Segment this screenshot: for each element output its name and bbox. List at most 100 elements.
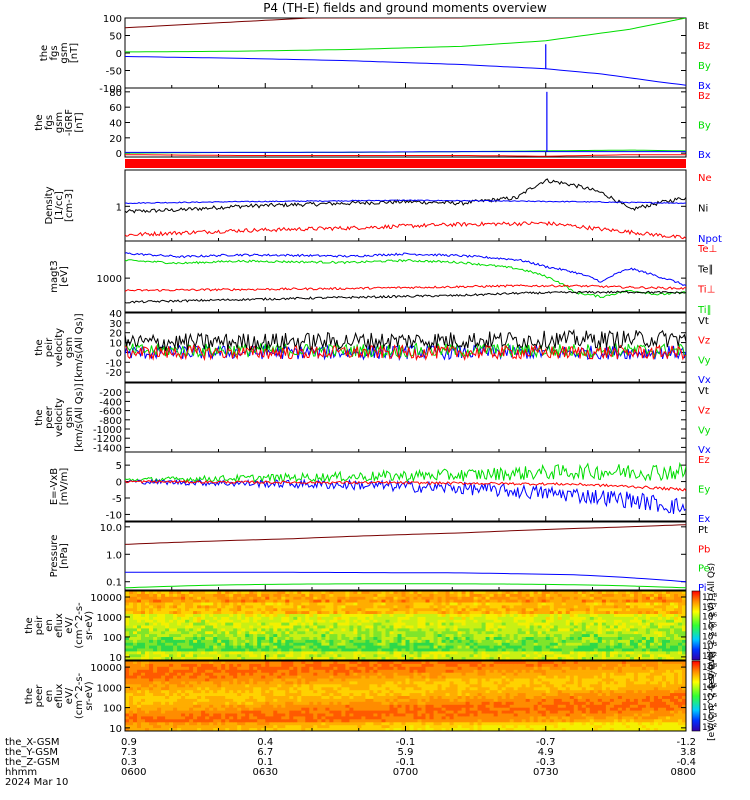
series-Ti⊥ bbox=[125, 252, 686, 286]
y-axis-label: velocity bbox=[54, 398, 65, 437]
y-axis-label: en bbox=[44, 690, 55, 703]
x-axis-value: 6.7 bbox=[257, 747, 273, 758]
legend-entry: Bx bbox=[698, 81, 711, 92]
y-tick-label: 40 bbox=[109, 309, 122, 320]
y-tick-label: 1000 bbox=[97, 274, 122, 285]
y-axis-label: the bbox=[39, 45, 50, 61]
y-tick-label: -200 bbox=[99, 388, 122, 399]
series-Bx bbox=[125, 56, 686, 86]
x-axis-value: -0.1 bbox=[396, 757, 416, 768]
y-tick-label: 10 bbox=[109, 724, 122, 735]
y-tick-label: -1400 bbox=[93, 443, 122, 454]
y-axis-label: eV/ bbox=[64, 687, 75, 704]
y-axis-label: gsm bbox=[64, 337, 75, 358]
y-tick-label: 0 bbox=[116, 49, 122, 60]
x-axis-value: 3.8 bbox=[680, 747, 696, 758]
colorbar-tick-label: 10² bbox=[702, 652, 717, 662]
series-Te∥ bbox=[125, 290, 686, 304]
legend-entry: Ey bbox=[698, 485, 710, 496]
y-tick-label: -5 bbox=[112, 494, 122, 505]
y-axis-label: [nT] bbox=[74, 112, 85, 132]
x-axis-value: 0800 bbox=[671, 767, 696, 778]
y-axis-label: [cm-3] bbox=[64, 189, 75, 222]
colorbar-tick-label: 10⁴ bbox=[702, 632, 717, 642]
panel-temperature: 1000 magt3 [eV] Te⊥ Te∥ Ti⊥ Ti∥ bbox=[49, 240, 717, 316]
x-axis-value: 5.9 bbox=[398, 747, 414, 758]
legend-entry: Ti∥ bbox=[697, 305, 712, 316]
y-tick-label: -1000 bbox=[93, 425, 122, 436]
y-tick-label: 1000 bbox=[97, 613, 122, 624]
series-Bz bbox=[125, 154, 686, 157]
panel-pressure: 10.0 1.0 0.1 Pressure [nPa] Pt Pb Pe Pi bbox=[49, 521, 710, 594]
x-axis-row-label: the_Y-GSM bbox=[5, 747, 58, 758]
panel-frame bbox=[124, 17, 687, 89]
series-Ex bbox=[125, 478, 686, 515]
y-axis-label: gsm bbox=[59, 42, 70, 63]
y-axis-label: E=-VxB bbox=[49, 468, 60, 505]
y-axis-label: sr-eV) bbox=[84, 611, 95, 640]
legend-entry: Ex bbox=[698, 514, 710, 525]
series-Pi bbox=[125, 571, 686, 583]
series-Pe bbox=[125, 583, 686, 589]
colorbar-tick-label: 10⁶ bbox=[702, 613, 717, 623]
x-axis-value: 0.1 bbox=[257, 757, 273, 768]
series-Npot bbox=[125, 199, 686, 205]
colorbar-tick-label: 10⁷ bbox=[702, 673, 717, 683]
y-axis-label: [nPa] bbox=[59, 543, 70, 569]
x-axis-value: 4.9 bbox=[538, 747, 554, 758]
y-tick-label: 1000 bbox=[97, 683, 122, 694]
legend-entry: Pe bbox=[698, 564, 710, 575]
x-axis-row-label: the_Z-GSM bbox=[5, 757, 60, 768]
legend-entry: Pi bbox=[698, 583, 707, 594]
y-tick-label: 0 bbox=[116, 348, 122, 359]
x-axis-value: -0.7 bbox=[536, 737, 556, 748]
legend-entry: Te∥ bbox=[697, 264, 714, 275]
y-axis-label: (cm^2-s- bbox=[74, 672, 85, 719]
y-axis-label: velocity bbox=[54, 328, 65, 367]
y-tick-label: 40 bbox=[109, 119, 122, 130]
series-Te⊥ bbox=[125, 284, 686, 292]
legend-entry: Vz bbox=[698, 336, 710, 347]
x-axis-value: 0.3 bbox=[121, 757, 137, 768]
x-axis-value: 0700 bbox=[393, 767, 418, 778]
x-axis-value: -0.3 bbox=[536, 757, 556, 768]
y-tick-label: 0 bbox=[116, 478, 122, 489]
colorbar-tick-label: 10² bbox=[702, 723, 717, 733]
legend-entry: Vt bbox=[698, 386, 709, 397]
y-axis-label: [km/s(All Qs)] bbox=[74, 313, 85, 381]
legend-entry: By bbox=[698, 61, 711, 72]
y-tick-label: 60 bbox=[109, 103, 122, 114]
colorbar bbox=[691, 590, 701, 661]
x-axis-row-label: hhmm bbox=[5, 767, 37, 778]
colorbar-tick-label: 10⁷ bbox=[702, 603, 717, 613]
y-tick-label: 100 bbox=[103, 704, 122, 715]
y-axis-label: the bbox=[34, 114, 45, 130]
y-tick-label: -20 bbox=[106, 368, 122, 379]
x-axis-value: 0730 bbox=[533, 767, 558, 778]
panel-fgs-gsm-zoom: 80 60 40 20 0 the fgs gsm -IGRF [nT] Bz By Bx bbox=[34, 87, 711, 161]
y-axis-label: Density bbox=[44, 186, 55, 224]
series-Pt bbox=[125, 524, 686, 545]
series-Bx bbox=[125, 151, 686, 153]
legend-entry: Vy bbox=[698, 425, 711, 436]
series-By bbox=[125, 18, 686, 53]
colorbar-tick-label: 10⁸ bbox=[702, 593, 717, 603]
legend-entry: Pb bbox=[698, 544, 710, 555]
y-tick-label: 10000 bbox=[90, 593, 122, 604]
colorbar-tick-label: 10⁶ bbox=[702, 683, 717, 693]
y-tick-label: 10.0 bbox=[100, 523, 122, 534]
series-Ez bbox=[125, 479, 686, 492]
y-tick-label: -10 bbox=[106, 358, 122, 369]
legend-entry: Ti⊥ bbox=[697, 285, 715, 296]
y-tick-label: 100 bbox=[103, 633, 122, 644]
y-axis-label: [km/s(All Qs)] bbox=[74, 383, 85, 451]
colorbar-tick-label: 10⁸ bbox=[702, 663, 717, 673]
series-Ey bbox=[125, 461, 686, 484]
legend-entry: Bz bbox=[698, 91, 710, 102]
y-axis-label: the bbox=[24, 688, 35, 704]
series-Bt bbox=[125, 18, 686, 29]
y-axis-label: [mV/m] bbox=[59, 468, 70, 506]
y-tick-label: -50 bbox=[106, 67, 122, 78]
